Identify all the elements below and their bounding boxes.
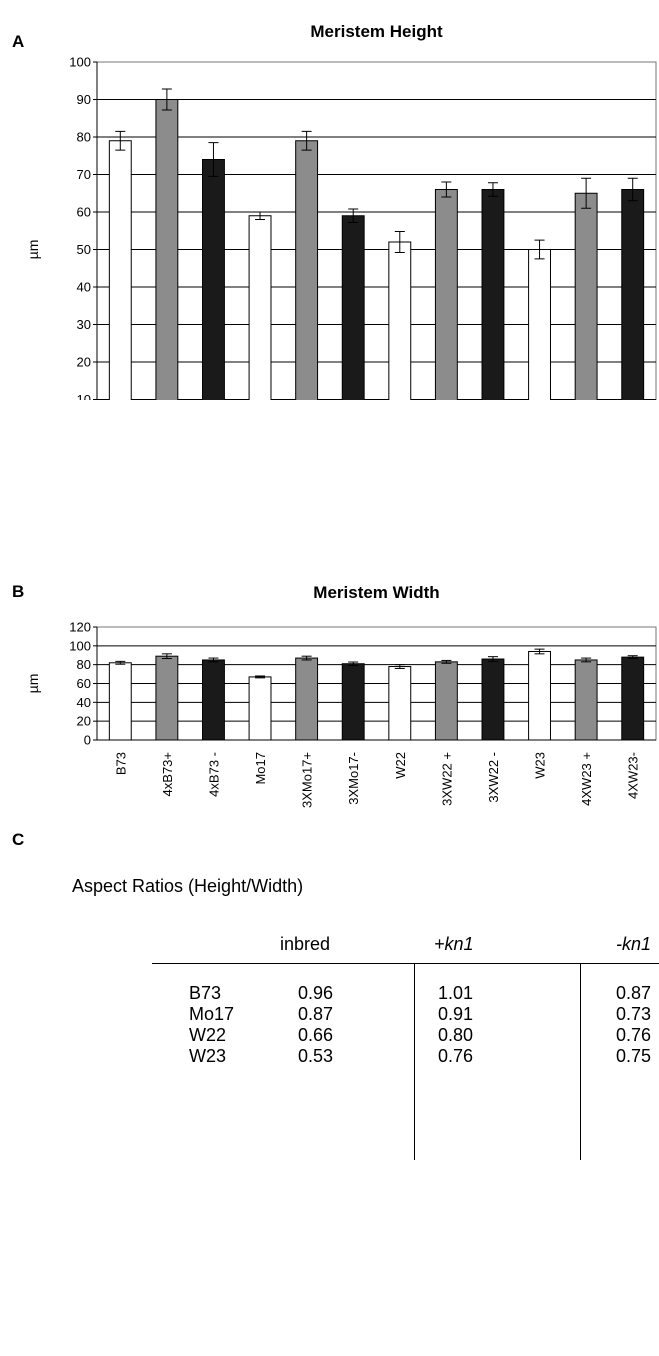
table-row-label: W23 — [189, 1046, 226, 1067]
table-cell: 1.01 — [438, 983, 473, 1004]
category-label: W22 — [393, 752, 408, 779]
bar — [156, 656, 178, 740]
y-tick-label: 40 — [77, 280, 91, 295]
table-cell: 0.76 — [616, 1025, 651, 1046]
y-tick-label: 30 — [77, 317, 91, 332]
bar — [203, 160, 225, 401]
bar — [389, 667, 411, 740]
y-axis-label: µm — [25, 674, 41, 694]
bar — [389, 242, 411, 400]
y-tick-label: 120 — [69, 620, 91, 635]
category-label: 3XMo17+ — [300, 752, 315, 808]
table-cell: 0.76 — [438, 1046, 473, 1067]
table-title: Aspect Ratios (Height/Width) — [72, 876, 303, 897]
y-tick-label: 80 — [77, 657, 91, 672]
bar — [296, 658, 318, 740]
bar — [342, 664, 364, 740]
bar — [435, 190, 457, 401]
y-tick-label: 20 — [77, 714, 91, 729]
table-header-rule — [152, 963, 659, 964]
column-header-inbred: inbred — [280, 934, 330, 955]
bar — [529, 250, 551, 401]
y-tick-label: 100 — [69, 55, 91, 70]
bar — [203, 660, 225, 740]
category-label: Mo17 — [253, 752, 268, 785]
bar — [575, 193, 597, 400]
bar — [342, 216, 364, 400]
category-label: 3XMo17- — [346, 752, 361, 805]
bar — [622, 657, 644, 740]
bar — [156, 100, 178, 401]
y-tick-label: 50 — [77, 242, 91, 257]
y-tick-label: 40 — [77, 695, 91, 710]
width-chart: Meristem Width 0 20 40 60 80 100 120 µm B73 4xB73+… — [0, 572, 659, 830]
table-column-divider — [580, 964, 581, 1160]
table-cell: 0.91 — [438, 1004, 473, 1025]
table-cell: 0.96 — [298, 983, 333, 1004]
column-header-plus-kn1: +kn1 — [434, 934, 474, 955]
table-cell: 0.75 — [616, 1046, 651, 1067]
y-tick-label: 10 — [77, 392, 91, 400]
y-tick-label: 0 — [84, 733, 91, 748]
table-row-label: W22 — [189, 1025, 226, 1046]
table-cell: 0.80 — [438, 1025, 473, 1046]
panel-b: B Meristem Width 0 20 40 60 80 100 120 µm B73 4xB7… — [0, 572, 659, 830]
category-label: W23 — [533, 752, 548, 779]
table-cell: 0.87 — [298, 1004, 333, 1025]
panel-a: A Meristem Height0102030405060708090100µ… — [0, 0, 659, 400]
category-label: 4xB73+ — [160, 752, 175, 796]
panel-letter-c: C — [12, 830, 24, 850]
bar — [435, 662, 457, 740]
table-column-divider — [414, 964, 415, 1160]
height-chart: Meristem Height0102030405060708090100µmB… — [0, 0, 659, 400]
bar — [296, 141, 318, 400]
column-header-minus-kn1: -kn1 — [616, 934, 651, 955]
y-tick-label: 70 — [77, 167, 91, 182]
table-cell: 0.66 — [298, 1025, 333, 1046]
chart-title: Meristem Width — [313, 583, 439, 602]
aspect-ratio-table: inbred +kn1 -kn1 B73 0.96 1.01 0.87 Mo17… — [152, 928, 659, 1160]
table-cell: 0.87 — [616, 983, 651, 1004]
table-row-label: B73 — [189, 983, 221, 1004]
panel-c: C Aspect Ratios (Height/Width) inbred +k… — [0, 830, 659, 1356]
category-label: 4XW23- — [626, 752, 641, 799]
bar — [109, 663, 131, 740]
category-label: 4XW23 + — [579, 752, 594, 806]
bar — [622, 190, 644, 401]
chart-title: Meristem Height — [310, 22, 443, 41]
table-cell: 0.53 — [298, 1046, 333, 1067]
bar — [109, 141, 131, 400]
bar — [575, 660, 597, 740]
y-tick-label: 80 — [77, 130, 91, 145]
y-tick-label: 100 — [69, 638, 91, 653]
category-label: B73 — [113, 752, 128, 775]
plot-area — [97, 62, 656, 400]
category-label: 3XW22 - — [486, 752, 501, 803]
category-label: 3XW22 + — [439, 752, 454, 806]
bar — [529, 651, 551, 740]
y-axis-label: µm — [25, 240, 41, 260]
y-tick-label: 60 — [77, 205, 91, 220]
bar — [482, 659, 504, 740]
y-tick-label: 90 — [77, 92, 91, 107]
table-cell: 0.73 — [616, 1004, 651, 1025]
y-tick-label: 60 — [77, 676, 91, 691]
category-label: 4xB73 - — [206, 752, 221, 797]
bar — [249, 216, 271, 400]
y-tick-label: 20 — [77, 355, 91, 370]
bar — [249, 677, 271, 740]
bar — [482, 190, 504, 401]
table-row-label: Mo17 — [189, 1004, 234, 1025]
